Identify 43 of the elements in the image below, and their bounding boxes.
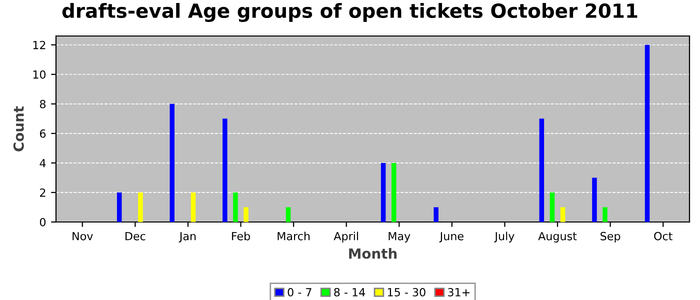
legend-label: 0 - 7 bbox=[288, 288, 312, 296]
bar bbox=[190, 192, 196, 222]
bar bbox=[550, 192, 555, 222]
y-tick-label: 10 bbox=[33, 70, 46, 79]
x-tick-label: March bbox=[278, 232, 310, 240]
bar bbox=[644, 44, 650, 222]
x-tick-label: May bbox=[388, 232, 410, 242]
y-tick-label: 12 bbox=[33, 40, 46, 50]
y-tick-label: 4 bbox=[40, 159, 46, 168]
x-tick-label: July bbox=[494, 232, 514, 242]
x-tick-label: Sep bbox=[600, 232, 620, 242]
x-tick-label: Nov bbox=[72, 232, 93, 240]
y-tick-label: 6 bbox=[40, 129, 46, 138]
bar bbox=[233, 192, 238, 222]
x-tick-label: Dec bbox=[126, 232, 146, 240]
bar bbox=[380, 162, 386, 222]
legend-label: 15 - 30 bbox=[388, 288, 426, 296]
bar bbox=[539, 118, 544, 222]
bar bbox=[391, 162, 396, 222]
bar bbox=[244, 207, 248, 222]
y-tick-label: 8 bbox=[40, 100, 46, 108]
bar bbox=[560, 207, 566, 222]
x-tick-label: Oct bbox=[654, 232, 672, 240]
x-axis-title: Month bbox=[349, 248, 397, 259]
x-tick-label: Feb bbox=[232, 232, 250, 240]
y-axis-title: Count bbox=[13, 106, 24, 152]
bar bbox=[222, 118, 228, 222]
x-tick-label: June bbox=[439, 232, 464, 242]
chart-title: drafts-eval Age groups of open tickets October 2011 bbox=[62, 3, 638, 22]
bar bbox=[434, 207, 438, 222]
y-tick-label: 0 bbox=[40, 218, 46, 226]
bar bbox=[170, 104, 175, 222]
y-tick-label: 2 bbox=[40, 188, 46, 197]
bar bbox=[602, 207, 608, 222]
x-tick-label: August bbox=[538, 232, 577, 242]
x-tick-label: Jan bbox=[178, 232, 196, 242]
bar bbox=[592, 178, 597, 222]
legend-label: 31+ bbox=[448, 288, 470, 296]
x-tick-label: April bbox=[334, 232, 358, 242]
bar bbox=[286, 207, 291, 222]
bar bbox=[138, 192, 143, 222]
bar bbox=[116, 192, 122, 222]
legend-label: 8 - 14 bbox=[334, 288, 366, 296]
